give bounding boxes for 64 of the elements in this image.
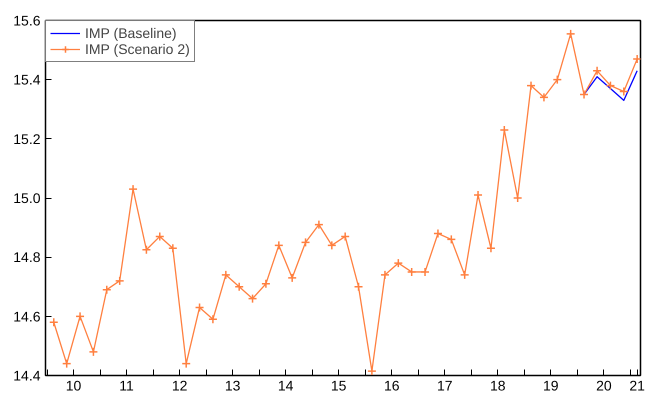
point xyxy=(566,29,576,39)
x-tick-label: 20 xyxy=(596,378,612,394)
point xyxy=(380,270,390,280)
point xyxy=(208,314,218,324)
point xyxy=(102,284,112,294)
point xyxy=(340,232,350,242)
point xyxy=(49,318,59,327)
point xyxy=(181,358,191,368)
line-series xyxy=(583,70,638,102)
x-tick-label: 15 xyxy=(330,378,347,394)
point xyxy=(300,238,310,248)
y-tick-label: 14.6 xyxy=(13,308,41,324)
y-tick-label: 15.0 xyxy=(13,190,41,206)
point xyxy=(433,228,443,238)
point xyxy=(394,258,404,268)
point xyxy=(606,80,616,90)
point xyxy=(526,80,536,90)
x-tick-label: 17 xyxy=(436,378,453,394)
point xyxy=(194,302,204,312)
point xyxy=(406,267,416,277)
point xyxy=(221,270,231,280)
legend-label: IMP (Scenario 2) xyxy=(85,41,190,57)
point xyxy=(234,282,244,292)
x-tick-label: 19 xyxy=(542,378,559,394)
legend-label: IMP (Baseline) xyxy=(85,25,177,41)
point xyxy=(287,273,297,283)
y-tick-label: 15.2 xyxy=(13,130,41,147)
point xyxy=(579,90,589,100)
point xyxy=(327,240,337,250)
x-tick-label: 10 xyxy=(66,378,82,394)
point xyxy=(261,279,271,289)
point xyxy=(142,245,152,255)
point xyxy=(632,54,640,64)
point xyxy=(619,86,629,96)
point xyxy=(274,240,284,250)
point xyxy=(128,184,138,194)
point xyxy=(314,220,324,230)
point xyxy=(248,294,258,304)
point xyxy=(460,270,470,280)
point xyxy=(420,267,430,277)
x-tick-label: 12 xyxy=(172,378,188,394)
point xyxy=(75,312,85,322)
x-tick-label: 18 xyxy=(490,378,506,394)
point xyxy=(486,244,496,254)
point xyxy=(62,358,72,368)
point xyxy=(354,282,364,292)
point xyxy=(473,190,483,200)
x-tick-label: 16 xyxy=(384,378,400,394)
y-tick-label: 15.4 xyxy=(13,72,41,88)
point xyxy=(539,92,549,102)
point xyxy=(592,66,602,76)
y-tick-label: 15.6 xyxy=(13,12,41,28)
point xyxy=(446,234,456,244)
y-tick-label: 14.4 xyxy=(13,368,41,384)
x-tick-label: 11 xyxy=(119,378,134,394)
x-tick-label: 21 xyxy=(629,378,646,394)
point xyxy=(88,347,98,357)
y-tick-label: 14.8 xyxy=(13,249,41,266)
point xyxy=(552,74,562,84)
point xyxy=(155,232,165,242)
x-tick-label: 14 xyxy=(278,378,294,394)
x-tick-label: 13 xyxy=(224,378,241,394)
point xyxy=(114,276,124,286)
point xyxy=(168,244,178,254)
